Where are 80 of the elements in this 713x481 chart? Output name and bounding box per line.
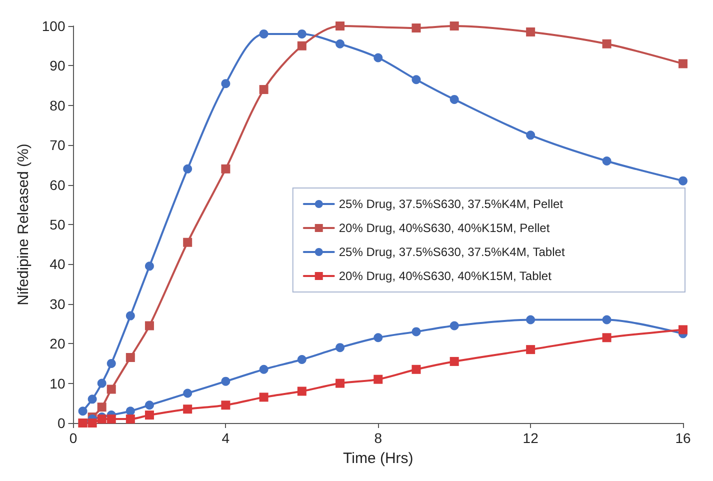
point (336, 343, 345, 352)
point (221, 164, 230, 174)
point (412, 364, 421, 374)
point (259, 364, 268, 374)
point (450, 321, 459, 330)
point (336, 39, 345, 48)
x-tick-label: 8 (374, 430, 382, 446)
point (221, 376, 230, 386)
point (336, 378, 345, 388)
point (106, 414, 116, 424)
point (126, 352, 135, 362)
point (602, 156, 612, 166)
point (144, 400, 154, 410)
legend-label: 25% Drug, 37.5%S630, 37.5%K4M, Pellet (338, 197, 564, 211)
y-tick-label: 10 (50, 375, 66, 392)
point (144, 321, 154, 330)
point (374, 53, 383, 62)
point (678, 325, 688, 334)
point (88, 394, 97, 404)
point (374, 333, 383, 342)
x-tick-label: 0 (69, 430, 78, 446)
point (126, 311, 135, 320)
x-tick-label: 12 (522, 430, 539, 446)
point (183, 404, 192, 414)
point (450, 356, 459, 366)
point (297, 41, 306, 50)
point (78, 406, 88, 416)
y-tick-label: 80 (50, 97, 66, 114)
point (221, 79, 230, 88)
y-tick-label: 60 (50, 176, 66, 193)
point (526, 27, 536, 36)
y-tick-label: 40 (50, 256, 66, 272)
point (526, 315, 536, 324)
legend-label: 25% Drug, 37.5%S630, 37.5%K4M, Tablet (338, 245, 566, 259)
point (183, 238, 192, 247)
point (450, 22, 459, 30)
point (450, 94, 459, 104)
point (602, 333, 612, 342)
point (297, 386, 306, 396)
point (678, 59, 688, 68)
point (106, 358, 116, 368)
point (144, 262, 154, 271)
point (526, 345, 536, 354)
point (259, 85, 268, 94)
y-axis-title: Nifedipine Released (%) (15, 144, 32, 306)
point (144, 410, 154, 420)
point (259, 29, 268, 38)
legend-label: 20% Drug, 40%S630, 40%K15M, Tablet (338, 269, 552, 283)
point (259, 392, 268, 402)
y-tick-label: 70 (50, 137, 66, 154)
point (221, 400, 230, 410)
x-tick-label: 4 (222, 430, 230, 446)
point (412, 327, 421, 336)
point (126, 406, 135, 416)
y-tick-label: 30 (50, 296, 66, 312)
point (602, 39, 612, 48)
point (678, 176, 688, 186)
point (97, 402, 106, 412)
point (88, 418, 97, 428)
point (297, 354, 306, 364)
y-tick-label: 20 (50, 336, 66, 352)
point (336, 22, 345, 30)
legend-label: 20% Drug, 40%S630, 40%K15M, Pellet (338, 221, 550, 235)
x-tick-label: 16 (675, 430, 691, 446)
y-tick-label: 50 (50, 216, 66, 232)
x-axis-title: Time (Hrs) (342, 450, 414, 467)
point (97, 378, 106, 388)
y-tick-label: 100 (42, 18, 66, 34)
point (412, 75, 421, 84)
point (374, 374, 383, 384)
y-tick-label: 90 (50, 58, 66, 74)
y-tick-label: 0 (57, 415, 66, 431)
point (183, 388, 192, 398)
point (183, 164, 192, 174)
point (106, 384, 116, 394)
point (602, 315, 612, 324)
point (297, 29, 306, 38)
point (526, 130, 536, 140)
point (126, 414, 135, 424)
point (412, 23, 421, 32)
